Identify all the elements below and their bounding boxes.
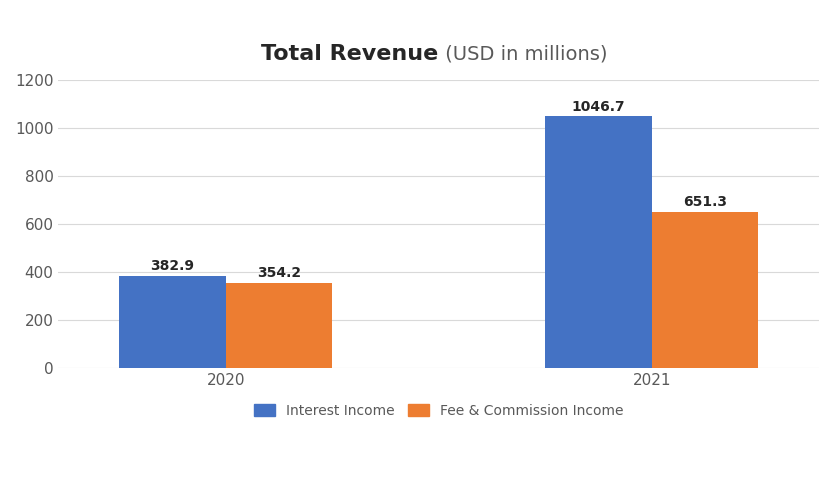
Text: 651.3: 651.3	[683, 195, 727, 209]
Bar	[119, 276, 226, 368]
Text: 382.9: 382.9	[150, 259, 194, 273]
Bar	[226, 283, 332, 368]
Bar	[651, 212, 758, 368]
Text: 354.2: 354.2	[257, 266, 301, 280]
Legend: Interest Income, Fee & Commission Income: Interest Income, Fee & Commission Income	[247, 397, 631, 425]
Text: (USD in millions): (USD in millions)	[439, 45, 607, 64]
Text: 1046.7: 1046.7	[571, 99, 626, 113]
Text: Total Revenue: Total Revenue	[261, 44, 439, 64]
Bar	[545, 116, 651, 368]
